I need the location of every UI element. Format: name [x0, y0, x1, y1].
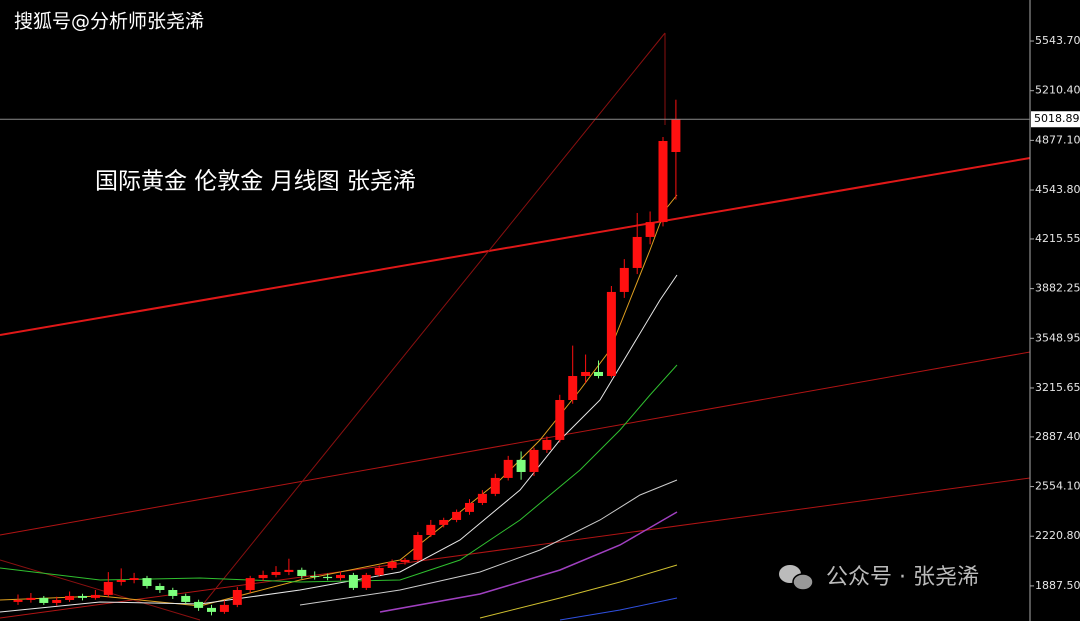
- candle-body: [26, 597, 36, 600]
- candle-body: [439, 519, 449, 525]
- candle-body: [452, 511, 462, 520]
- candle-body: [323, 576, 333, 579]
- chart-title: 国际黄金 伦敦金 月线图 张尧浠: [95, 169, 416, 195]
- candle-body: [207, 607, 216, 612]
- candle-body: [13, 599, 23, 602]
- y-tick-label: 3882.25: [1035, 282, 1080, 295]
- y-tick-label: 1887.50: [1035, 579, 1080, 592]
- y-tick-label: 3548.95: [1035, 331, 1080, 344]
- moving-average: [299, 479, 678, 606]
- moving-average: [0, 274, 678, 613]
- candle-body: [477, 493, 487, 503]
- candle-body: [181, 595, 191, 602]
- candle-body: [168, 590, 178, 596]
- candle-body: [400, 559, 410, 562]
- candle-body: [78, 595, 87, 598]
- candle-body: [503, 459, 513, 478]
- candle-body: [529, 449, 539, 472]
- y-tick-label: 4215.55: [1035, 232, 1080, 245]
- candle-body: [516, 459, 526, 472]
- candle-body: [90, 594, 100, 598]
- candle-body: [361, 574, 371, 588]
- moving-average: [0, 364, 678, 583]
- trend-line: [199, 32, 666, 609]
- candle-body: [426, 524, 436, 536]
- candle-body: [619, 267, 629, 292]
- candle-body: [52, 599, 62, 603]
- y-tick-label: 5210.40: [1035, 84, 1080, 97]
- candle-body: [232, 590, 242, 605]
- candle-body: [555, 399, 565, 440]
- candle-body: [632, 236, 642, 268]
- candle-body: [116, 580, 126, 582]
- candle-body: [155, 585, 165, 591]
- candle-body: [606, 291, 616, 376]
- candle-body: [219, 604, 229, 612]
- candle-body: [129, 578, 139, 581]
- trend-line: [0, 351, 1031, 536]
- current-price-box: [1031, 111, 1080, 128]
- y-tick-label: 4543.80: [1035, 183, 1080, 196]
- candle-body: [194, 601, 204, 608]
- y-tick-label: 2887.40: [1035, 430, 1080, 443]
- candle-body: [245, 578, 255, 591]
- candle-body: [594, 371, 603, 376]
- candle-body: [39, 597, 49, 603]
- trend-line: [0, 559, 201, 621]
- watermark: 搜狐号@分析师张尧浠: [14, 11, 204, 33]
- candle-body: [142, 578, 152, 586]
- moving-average: [479, 564, 678, 619]
- candle-body: [103, 581, 113, 595]
- candle-body: [658, 140, 668, 223]
- candle-body: [568, 375, 578, 400]
- candle-body: [271, 571, 281, 575]
- moving-average: [559, 597, 678, 621]
- candle-body: [645, 222, 655, 237]
- candle-body: [671, 119, 681, 153]
- trend-line: [0, 157, 1031, 336]
- candle-body: [284, 569, 294, 572]
- y-tick-label: 4877.10: [1035, 133, 1080, 146]
- y-tick-label: 2220.80: [1035, 529, 1080, 542]
- candle-body: [310, 575, 320, 577]
- candle-body: [297, 569, 307, 576]
- y-tick-label: 5543.70: [1035, 34, 1080, 47]
- candle-body: [387, 561, 397, 568]
- y-tick-label: 3215.65: [1035, 381, 1080, 394]
- candle-body: [465, 502, 474, 512]
- current-price-label: 5018.89: [1034, 112, 1080, 125]
- wechat-icon: [779, 565, 814, 591]
- footer-watermark: 公众号 · 张尧浠: [826, 565, 979, 590]
- candle-body: [490, 477, 500, 494]
- candle-body: [348, 574, 358, 588]
- y-tick-label: 2554.10: [1035, 480, 1080, 493]
- candles: [13, 99, 681, 616]
- candle-body: [65, 595, 75, 600]
- candle-body: [542, 439, 552, 450]
- candle-body: [581, 371, 591, 376]
- moving-average: [379, 511, 678, 613]
- candle-body: [258, 574, 268, 579]
- candle-body: [336, 574, 345, 579]
- candle-body: [413, 535, 423, 560]
- candle-body: [374, 567, 384, 575]
